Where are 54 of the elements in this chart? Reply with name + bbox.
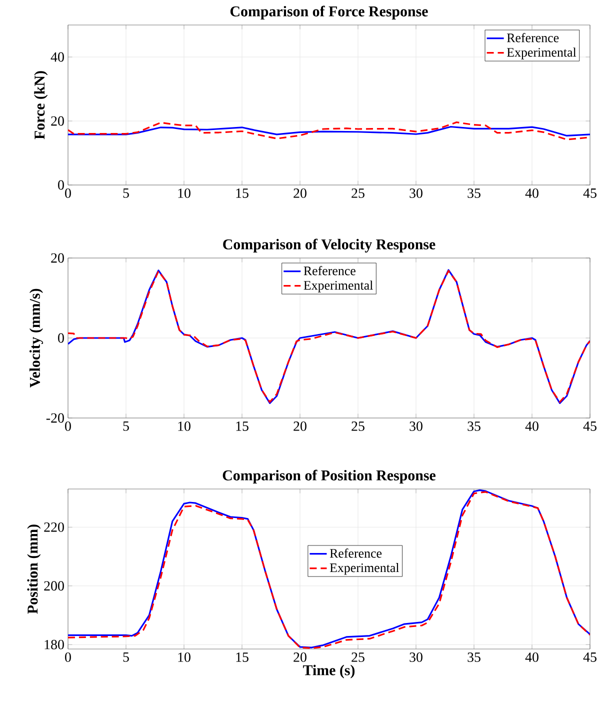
- x-tick-label: 45: [583, 422, 596, 431]
- x-tick-label: 40: [525, 422, 538, 431]
- x-tick-label: 5: [123, 188, 129, 198]
- x-tick-label: 45: [583, 652, 596, 662]
- y-tick-label: -20: [46, 413, 64, 423]
- y-tick-label: 0: [58, 333, 64, 343]
- chart-title: Comparison of Velocity Response: [223, 238, 436, 252]
- chart-title: Comparison of Position Response: [222, 470, 436, 484]
- x-tick-label: 30: [410, 188, 422, 198]
- x-tick-label: 40: [525, 188, 538, 198]
- legend-label: Reference: [506, 32, 559, 42]
- x-tick-label: 10: [178, 188, 190, 198]
- line-series: [68, 121, 590, 140]
- y-tick-label: 40: [50, 52, 64, 62]
- x-tick-label: 15: [236, 188, 248, 198]
- x-tick-label: 0: [65, 188, 71, 198]
- x-tick-label: 5: [123, 422, 129, 431]
- x-tick-label: 45: [583, 188, 596, 198]
- x-tick-label: 0: [65, 422, 71, 431]
- x-tick-label: 35: [468, 188, 480, 198]
- chart-title: Comparison of Force Response: [230, 6, 428, 20]
- line-series: [68, 126, 590, 137]
- x-tick-label: 25: [352, 422, 364, 431]
- y-axis-title: Force (kN): [34, 71, 48, 140]
- x-tick-label: 10: [178, 652, 190, 662]
- x-tick-label: 5: [123, 652, 129, 662]
- legend-label: Experimental: [506, 48, 576, 60]
- y-axis-title: Velocity (mm/s): [29, 288, 44, 388]
- legend-label: Experimental: [330, 563, 400, 575]
- legend-label: Experimental: [304, 280, 373, 292]
- x-tick-label: 20: [294, 652, 306, 662]
- x-tick-label: 35: [468, 422, 480, 431]
- y-tick-label: 20: [51, 116, 64, 126]
- x-tick-label: 20: [294, 422, 306, 431]
- x-tick-label: 25: [352, 652, 364, 662]
- x-tick-label: 25: [352, 188, 364, 198]
- y-axis-title: Position (mm): [27, 524, 41, 614]
- y-tick-label: 0: [58, 180, 64, 190]
- y-tick-label: 200: [44, 581, 64, 591]
- x-tick-label: 15: [236, 652, 248, 662]
- y-tick-label: 180: [44, 640, 64, 650]
- legend-label: Reference: [330, 548, 382, 558]
- y-tick-label: 20: [51, 253, 64, 263]
- x-tick-label: 35: [468, 652, 480, 662]
- x-axis-title: Time (s): [303, 664, 355, 678]
- x-tick-label: 15: [236, 422, 248, 431]
- x-tick-label: 0: [65, 652, 71, 662]
- x-tick-label: 30: [410, 422, 422, 431]
- x-tick-label: 30: [410, 652, 422, 662]
- x-tick-label: 40: [525, 652, 538, 662]
- x-tick-label: 20: [294, 188, 306, 198]
- y-tick-label: 220: [44, 522, 64, 532]
- legend-label: Reference: [304, 266, 356, 276]
- x-tick-label: 10: [178, 422, 190, 431]
